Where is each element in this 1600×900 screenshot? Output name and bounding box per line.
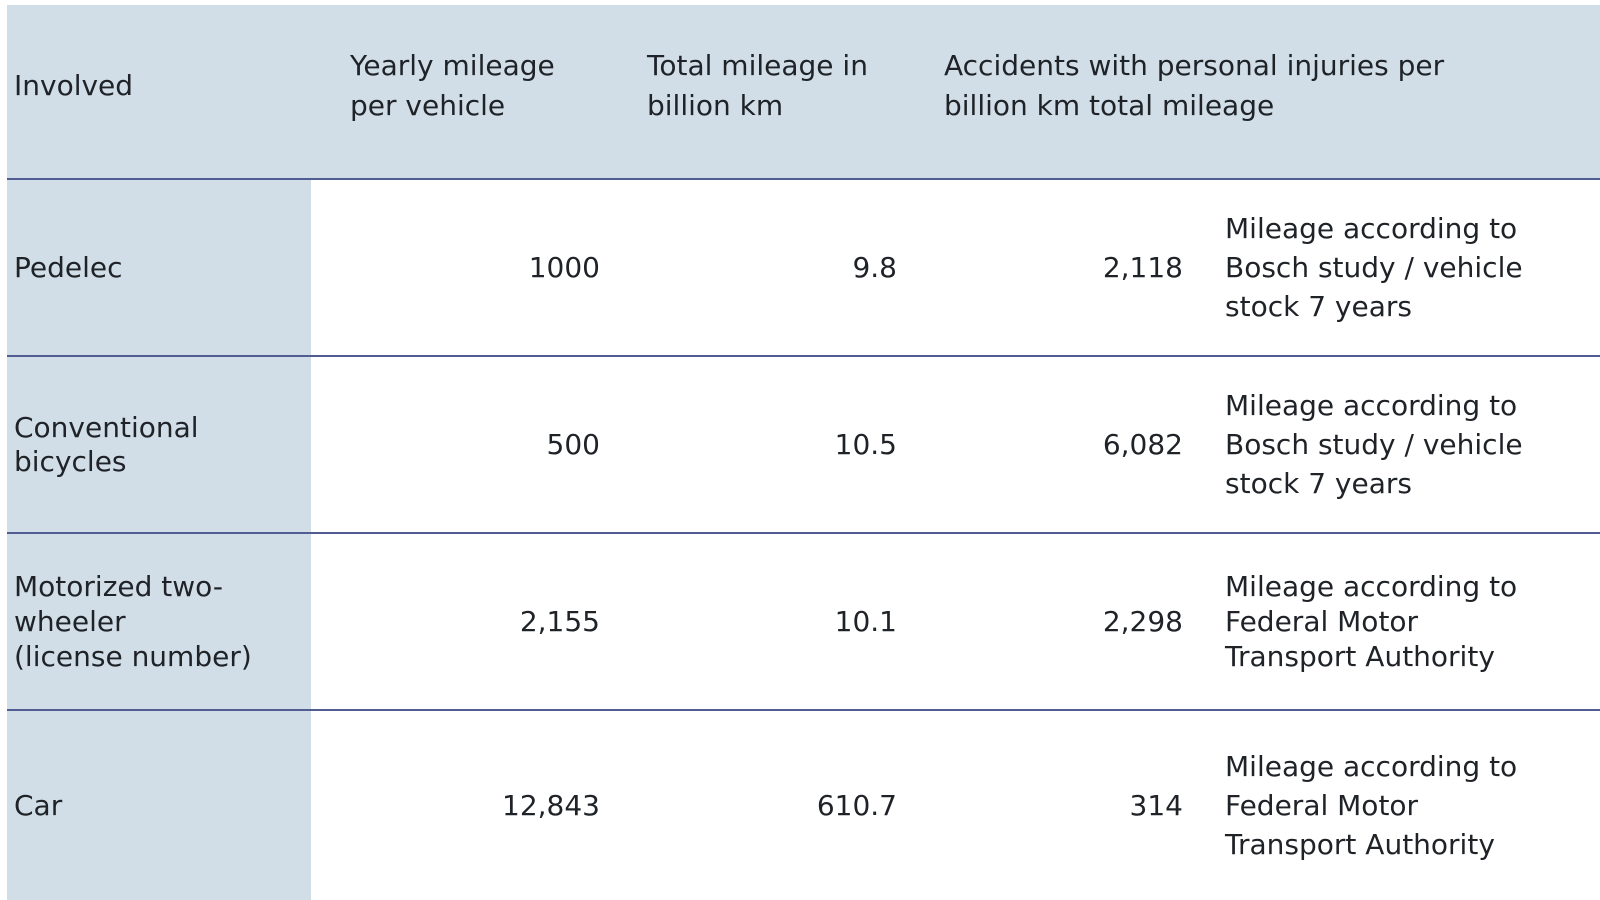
row-yearly-mileage: 12,843 [502, 788, 600, 822]
row-accidents: 2,298 [1102, 604, 1183, 638]
row-accidents: 314 [1129, 788, 1183, 822]
table-row: Conventional bicycles 500 10.5 6,082 Mil… [7, 357, 1600, 534]
table-row: Pedelec 1000 9.8 2,118 Mileage according… [7, 180, 1600, 357]
table-row: Car 12,843 610.7 314 Mileage according t… [7, 711, 1600, 900]
table-header: Involved Yearly mileage per vehicle Tota… [7, 5, 1600, 180]
row-yearly-mileage: 500 [546, 427, 600, 461]
row-accidents: 2,118 [1102, 250, 1183, 284]
table-row: Motorized two- wheeler (license number) … [7, 534, 1600, 711]
row-note: Mileage according to Bosch study / vehic… [1225, 389, 1523, 500]
mileage-accidents-table: Involved Yearly mileage per vehicle Tota… [7, 5, 1600, 900]
row-total-mileage: 10.5 [834, 427, 897, 461]
row-yearly-mileage: 1000 [528, 250, 600, 284]
row-yearly-mileage: 2,155 [519, 604, 600, 638]
row-involved: Car [14, 788, 63, 822]
header-accidents: Accidents with personal injuries per bil… [944, 49, 1445, 122]
header-involved: Involved [14, 69, 134, 102]
row-note: Mileage according to Federal Motor Trans… [1225, 570, 1518, 673]
row-involved: Pedelec [14, 251, 123, 284]
row-note: Mileage according to Bosch study / vehic… [1225, 212, 1523, 323]
row-total-mileage: 610.7 [816, 788, 897, 822]
row-involved: Conventional bicycles [14, 410, 199, 478]
header-total-mileage: Total mileage in billion km [647, 49, 868, 122]
row-total-mileage: 10.1 [834, 604, 897, 638]
header-yearly-mileage: Yearly mileage per vehicle [350, 49, 555, 122]
row-accidents: 6,082 [1102, 427, 1183, 461]
row-involved: Motorized two- wheeler (license number) [14, 570, 252, 673]
involved-column-shade [7, 180, 311, 900]
row-note: Mileage according to Federal Motor Trans… [1225, 750, 1518, 861]
row-total-mileage: 9.8 [852, 250, 897, 284]
